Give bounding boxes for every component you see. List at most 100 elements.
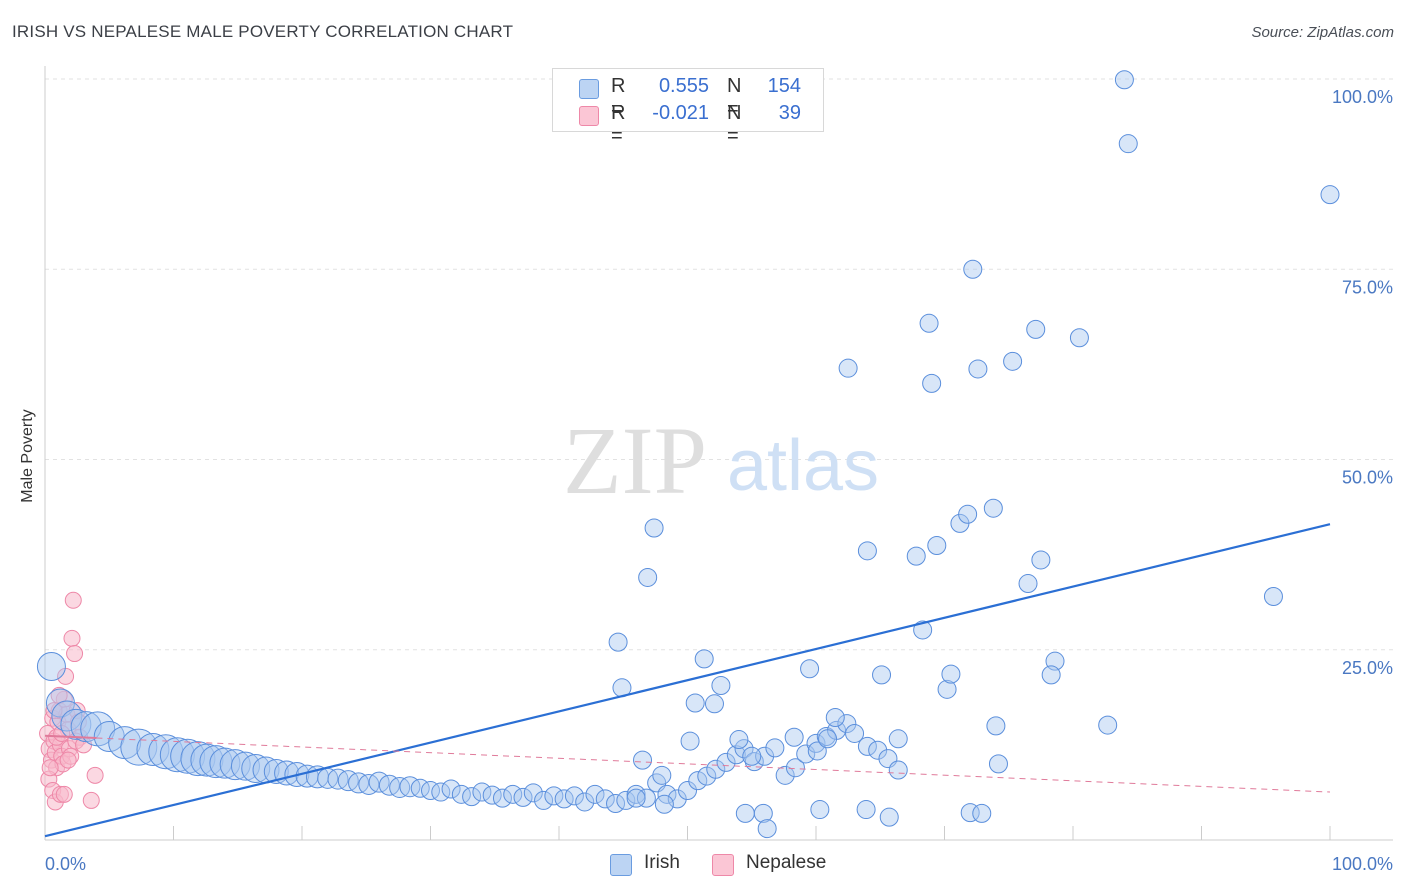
trend-lines bbox=[44, 523, 1331, 838]
irish-point bbox=[922, 373, 942, 393]
y-tick-label: 100.0% bbox=[1332, 87, 1393, 107]
x-tick-label-0: 0.0% bbox=[45, 854, 86, 874]
irish-trend-line bbox=[44, 523, 1331, 838]
irish-point bbox=[564, 786, 584, 806]
irish-point bbox=[241, 753, 271, 783]
source-label: Source: ZipAtlas.com bbox=[1251, 24, 1394, 41]
irish-point bbox=[523, 783, 543, 803]
irish-point bbox=[927, 535, 947, 555]
irish-point bbox=[358, 773, 380, 795]
irish-point bbox=[968, 359, 988, 379]
irish-point bbox=[180, 741, 216, 777]
irish-point bbox=[1003, 351, 1023, 371]
irish-point bbox=[807, 741, 827, 761]
irish-point bbox=[544, 786, 564, 806]
irish-point bbox=[1263, 586, 1283, 606]
irish-point bbox=[633, 750, 653, 770]
irish-points bbox=[36, 70, 1340, 839]
irish-point bbox=[711, 676, 731, 696]
irish-point bbox=[818, 729, 838, 749]
irish-point bbox=[888, 760, 908, 780]
nepalese-points bbox=[39, 591, 104, 811]
irish-point bbox=[837, 714, 857, 734]
nepalese-point bbox=[45, 702, 63, 720]
irish-point bbox=[856, 800, 876, 820]
irish-point bbox=[585, 784, 605, 804]
y-tick-label: 25.0% bbox=[1342, 658, 1393, 678]
irish-point bbox=[626, 788, 646, 808]
nepalese-n-label: N = bbox=[727, 102, 742, 147]
irish-point bbox=[688, 771, 708, 791]
irish-point bbox=[636, 788, 656, 808]
irish-point bbox=[431, 782, 451, 802]
irish-point bbox=[694, 649, 714, 669]
irish-point bbox=[60, 708, 92, 740]
irish-point bbox=[1018, 574, 1038, 594]
irish-point bbox=[753, 803, 773, 823]
irish-point bbox=[1320, 185, 1340, 205]
irish-point bbox=[726, 745, 746, 765]
irish-point bbox=[608, 632, 628, 652]
irish-point bbox=[941, 664, 961, 684]
irish-point bbox=[680, 731, 700, 751]
irish-point bbox=[36, 651, 66, 681]
irish-point bbox=[784, 727, 804, 747]
irish-point bbox=[513, 787, 533, 807]
nepalese-point bbox=[59, 751, 77, 769]
x-tick-labels: 0.0% 100.0% bbox=[45, 854, 1393, 874]
irish-point bbox=[868, 740, 888, 760]
nepalese-point bbox=[86, 766, 104, 784]
irish-point bbox=[421, 781, 440, 801]
irish-swatch bbox=[579, 79, 599, 99]
irish-point bbox=[1041, 665, 1061, 685]
irish-point bbox=[716, 752, 736, 772]
nepalese-legend-label: Nepalese bbox=[746, 852, 827, 873]
irish-point bbox=[988, 754, 1008, 774]
nepalese-point bbox=[55, 785, 73, 803]
irish-point bbox=[796, 744, 816, 764]
irish-point bbox=[986, 716, 1006, 736]
irish-legend-label: Irish bbox=[644, 852, 680, 873]
irish-point bbox=[575, 792, 595, 812]
irish-point bbox=[337, 770, 359, 792]
irish-point bbox=[399, 776, 421, 798]
irish-point bbox=[879, 807, 899, 827]
irish-n-label: N = bbox=[727, 75, 742, 120]
irish-point bbox=[919, 313, 939, 333]
irish-point bbox=[1098, 715, 1118, 735]
irish-point bbox=[806, 733, 826, 753]
irish-point bbox=[503, 784, 523, 804]
irish-point bbox=[857, 736, 877, 756]
irish-point bbox=[378, 774, 400, 796]
nepalese-point bbox=[82, 791, 100, 809]
irish-point bbox=[845, 723, 865, 743]
irish-point bbox=[775, 765, 795, 785]
irish-point bbox=[857, 541, 877, 561]
irish-point bbox=[888, 729, 908, 749]
nepalese-point bbox=[66, 645, 84, 663]
nepalese-r-value: -0.021 bbox=[652, 102, 709, 124]
irish-point bbox=[654, 794, 674, 814]
irish-point bbox=[644, 518, 664, 538]
irish-n-value: 154 bbox=[767, 75, 801, 97]
nepalese-legend-swatch bbox=[712, 854, 734, 876]
irish-point bbox=[685, 693, 705, 713]
irish-point bbox=[757, 819, 777, 839]
stats-legend: R = 0.555 N = 154 R = -0.021 N = 39 bbox=[552, 68, 824, 147]
irish-point bbox=[825, 707, 845, 727]
irish-point bbox=[913, 620, 933, 640]
irish-point bbox=[983, 498, 1003, 518]
irish-r-value: 0.555 bbox=[658, 75, 709, 97]
irish-point bbox=[1026, 319, 1046, 339]
irish-point bbox=[906, 546, 926, 566]
irish-point bbox=[958, 504, 978, 524]
nepalese-trend-line bbox=[96, 737, 1331, 793]
irish-point bbox=[472, 782, 492, 802]
irish-point bbox=[937, 679, 957, 699]
irish-point bbox=[706, 759, 726, 779]
watermark-atlas: atlas bbox=[727, 426, 879, 506]
chart-title: IRISH VS NEPALESE MALE POVERTY CORRELATI… bbox=[12, 22, 514, 41]
irish-point bbox=[704, 694, 724, 714]
y-tick-labels: 25.0% 50.0% 75.0% 100.0% bbox=[1332, 87, 1393, 678]
